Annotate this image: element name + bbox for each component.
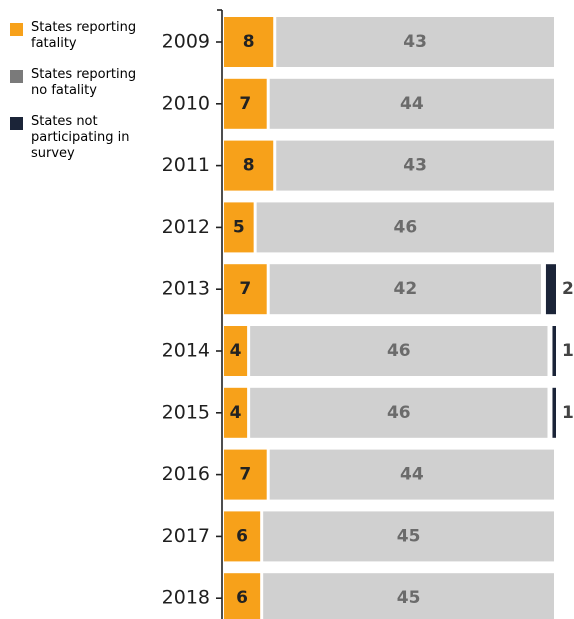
data-label-not-participating-2014: 1 <box>562 341 574 361</box>
legend-item-no-fatality: States reporting no fatality <box>10 67 140 99</box>
bar-no-fatality-2018 <box>263 573 554 619</box>
bar-not-participating-2013 <box>545 264 556 315</box>
data-label-fatality-2011: 8 <box>243 156 255 176</box>
y-tick-label-2009: 2009 <box>162 31 210 53</box>
y-tick-label-2015: 2015 <box>162 401 210 423</box>
bar-not-participating-2015 <box>552 387 556 438</box>
data-label-fatality-2013: 7 <box>239 279 251 299</box>
data-label-not-participating-2015: 1 <box>562 403 574 423</box>
bar-no-fatality-2009 <box>276 17 554 67</box>
y-tick-label-2018: 2018 <box>162 587 210 609</box>
bar-no-fatality-2014 <box>250 326 548 376</box>
data-label-fatality-2014: 4 <box>230 341 242 361</box>
bar-no-fatality-2017 <box>263 511 554 562</box>
bar-fatality-2011 <box>224 140 274 191</box>
data-label-no-fatality-2012: 46 <box>393 217 417 237</box>
bar-fatality-2012 <box>224 202 254 253</box>
data-label-no-fatality-2015: 46 <box>387 403 411 423</box>
y-tick-label-2011: 2011 <box>162 154 210 176</box>
data-label-no-fatality-2010: 44 <box>400 94 424 114</box>
y-tick-label-2017: 2017 <box>162 525 210 547</box>
data-label-no-fatality-2018: 45 <box>397 588 421 608</box>
legend: States reporting fatality States reporti… <box>10 20 140 177</box>
y-tick-label-2010: 2010 <box>162 92 210 114</box>
legend-item-not-participating: States not participating in survey <box>10 114 140 162</box>
y-tick-label-2016: 2016 <box>162 463 210 485</box>
data-label-fatality-2009: 8 <box>243 32 255 52</box>
data-label-fatality-2010: 7 <box>239 94 251 114</box>
bar-fatality-2017 <box>224 511 261 562</box>
legend-item-fatality: States reporting fatality <box>10 20 140 52</box>
data-label-fatality-2016: 7 <box>239 465 251 485</box>
bar-no-fatality-2016 <box>269 449 554 500</box>
data-label-no-fatality-2016: 44 <box>400 465 424 485</box>
bar-fatality-2013 <box>224 264 267 315</box>
legend-label-not-participating: States not participating in survey <box>31 114 130 161</box>
data-label-no-fatality-2017: 45 <box>397 526 421 546</box>
bar-no-fatality-2010 <box>269 78 554 129</box>
bar-fatality-2014 <box>224 326 248 376</box>
data-label-not-participating-2013: 2 <box>562 279 574 299</box>
data-label-fatality-2015: 4 <box>230 403 242 423</box>
bar-fatality-2015 <box>224 387 248 438</box>
bar-no-fatality-2012 <box>256 202 554 253</box>
legend-swatch-no-fatality <box>10 70 23 83</box>
bar-not-participating-2014 <box>552 326 556 376</box>
bar-fatality-2009 <box>224 17 274 67</box>
bar-no-fatality-2015 <box>250 387 548 438</box>
bar-no-fatality-2013 <box>269 264 541 315</box>
data-label-no-fatality-2013: 42 <box>393 279 417 299</box>
data-label-fatality-2018: 6 <box>236 588 248 608</box>
data-label-no-fatality-2014: 46 <box>387 341 411 361</box>
y-tick-label-2013: 2013 <box>162 278 210 300</box>
data-label-no-fatality-2011: 43 <box>403 156 427 176</box>
legend-label-no-fatality: States reporting no fatality <box>31 67 137 98</box>
bar-fatality-2010 <box>224 78 267 129</box>
legend-swatch-not-participating <box>10 117 23 130</box>
data-label-no-fatality-2009: 43 <box>403 32 427 52</box>
legend-swatch-fatality <box>10 23 23 36</box>
bar-no-fatality-2011 <box>276 140 554 191</box>
bar-fatality-2016 <box>224 449 267 500</box>
data-label-fatality-2017: 6 <box>236 526 248 546</box>
y-tick-label-2014: 2014 <box>162 340 210 362</box>
y-tick-label-2012: 2012 <box>162 216 210 238</box>
bar-fatality-2018 <box>224 573 261 619</box>
legend-label-fatality: States reporting fatality <box>31 20 137 51</box>
data-label-fatality-2012: 5 <box>233 217 245 237</box>
